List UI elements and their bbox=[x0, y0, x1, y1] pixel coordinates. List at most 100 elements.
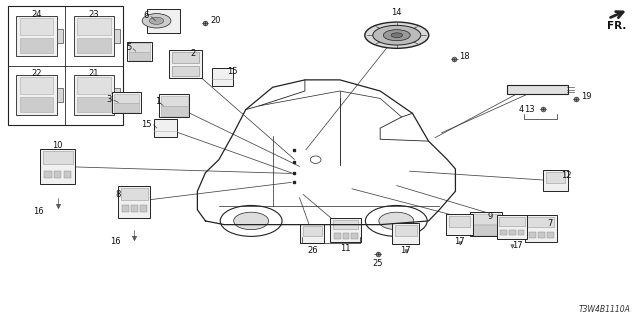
Bar bbox=[57, 88, 63, 102]
Bar bbox=[129, 52, 150, 60]
Text: 17: 17 bbox=[401, 246, 411, 255]
Text: 12: 12 bbox=[561, 172, 571, 180]
Text: FR.: FR. bbox=[607, 21, 626, 31]
Circle shape bbox=[149, 17, 164, 24]
Bar bbox=[507, 85, 568, 94]
Bar bbox=[497, 215, 527, 239]
Text: 19: 19 bbox=[581, 92, 591, 101]
Bar bbox=[333, 220, 358, 229]
Bar bbox=[77, 77, 111, 94]
Bar bbox=[122, 205, 129, 212]
Bar bbox=[19, 77, 53, 94]
Bar bbox=[518, 230, 524, 235]
Bar bbox=[351, 233, 358, 238]
Bar bbox=[330, 218, 361, 243]
Bar bbox=[529, 232, 536, 238]
Text: 13: 13 bbox=[524, 105, 535, 114]
Bar bbox=[77, 97, 111, 112]
Text: 2: 2 bbox=[190, 49, 195, 58]
Text: 6: 6 bbox=[144, 12, 149, 20]
Text: 21: 21 bbox=[89, 69, 99, 78]
Text: 15: 15 bbox=[227, 67, 237, 76]
Text: 24: 24 bbox=[31, 10, 42, 19]
Bar bbox=[54, 171, 61, 178]
Bar bbox=[300, 224, 324, 243]
Bar bbox=[527, 217, 554, 228]
Bar bbox=[77, 18, 111, 35]
Bar bbox=[121, 188, 148, 200]
Text: 8: 8 bbox=[115, 190, 120, 199]
Bar bbox=[342, 233, 349, 238]
Text: 5: 5 bbox=[126, 43, 131, 52]
Text: 17: 17 bbox=[512, 241, 523, 250]
Circle shape bbox=[365, 205, 428, 236]
Text: T3W4B1110A: T3W4B1110A bbox=[579, 305, 630, 314]
Bar bbox=[446, 214, 473, 235]
Bar bbox=[169, 50, 202, 78]
Text: 25: 25 bbox=[372, 259, 383, 268]
Text: 22: 22 bbox=[31, 69, 42, 78]
Bar bbox=[472, 214, 500, 224]
Bar bbox=[509, 230, 516, 235]
Bar bbox=[525, 215, 557, 243]
Bar bbox=[115, 93, 140, 103]
Bar bbox=[547, 232, 554, 238]
Bar bbox=[42, 151, 73, 164]
Text: 17: 17 bbox=[454, 237, 465, 246]
Bar bbox=[44, 171, 52, 178]
Text: 16: 16 bbox=[33, 207, 44, 216]
Bar bbox=[8, 6, 123, 125]
Ellipse shape bbox=[383, 30, 410, 41]
Text: 15: 15 bbox=[141, 120, 152, 129]
Circle shape bbox=[234, 212, 269, 230]
Bar bbox=[395, 225, 417, 236]
Bar bbox=[303, 226, 322, 236]
Bar bbox=[161, 96, 188, 106]
Text: 4: 4 bbox=[518, 105, 524, 114]
Bar bbox=[472, 225, 500, 235]
Bar bbox=[172, 52, 199, 62]
Bar bbox=[74, 75, 114, 115]
Text: 11: 11 bbox=[340, 244, 351, 253]
Bar bbox=[172, 66, 199, 76]
Bar bbox=[212, 68, 233, 86]
Bar bbox=[40, 149, 76, 184]
Bar bbox=[127, 42, 152, 61]
Bar bbox=[115, 103, 140, 112]
Bar bbox=[538, 232, 545, 238]
Bar bbox=[543, 170, 568, 191]
Bar bbox=[74, 16, 114, 56]
Bar bbox=[129, 43, 150, 52]
Bar bbox=[161, 106, 188, 116]
Text: 26: 26 bbox=[307, 246, 317, 255]
Bar bbox=[499, 217, 525, 226]
Text: 7: 7 bbox=[547, 219, 552, 228]
Bar bbox=[154, 119, 177, 137]
Ellipse shape bbox=[372, 25, 421, 45]
Bar bbox=[113, 92, 141, 113]
Bar bbox=[16, 16, 57, 56]
Bar bbox=[500, 230, 508, 235]
Bar bbox=[19, 18, 53, 35]
Bar bbox=[147, 9, 180, 33]
Bar bbox=[131, 205, 138, 212]
Ellipse shape bbox=[365, 22, 429, 48]
Text: 1: 1 bbox=[155, 97, 160, 106]
Text: 18: 18 bbox=[460, 52, 470, 61]
Bar bbox=[159, 94, 189, 117]
Text: 3: 3 bbox=[107, 95, 112, 104]
Bar bbox=[140, 205, 147, 212]
Bar bbox=[449, 216, 470, 227]
Text: 9: 9 bbox=[488, 212, 493, 221]
Bar bbox=[77, 38, 111, 53]
Circle shape bbox=[142, 13, 171, 28]
Text: 16: 16 bbox=[109, 237, 120, 246]
Bar bbox=[63, 171, 71, 178]
Bar bbox=[334, 233, 341, 238]
Text: 23: 23 bbox=[89, 10, 99, 19]
Bar bbox=[114, 29, 120, 43]
Text: 14: 14 bbox=[392, 8, 402, 17]
Ellipse shape bbox=[391, 33, 403, 37]
Text: 20: 20 bbox=[210, 16, 220, 25]
Bar bbox=[546, 172, 565, 183]
